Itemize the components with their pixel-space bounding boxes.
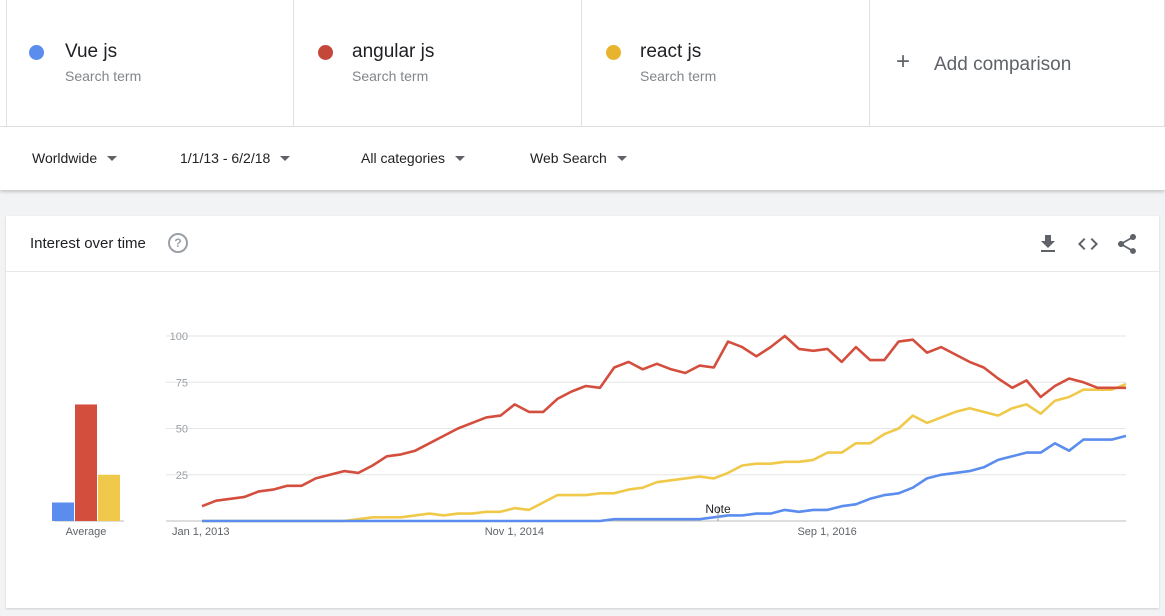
download-icon[interactable] [1036,232,1060,256]
x-tick-label: Sep 1, 2016 [797,526,856,538]
category-value: All categories [361,150,446,166]
region-value: Worldwide [32,150,98,166]
x-tick-label: Jan 1, 2013 [172,526,230,538]
y-tick-label: 50 [176,424,188,436]
share-icon[interactable] [1115,232,1139,256]
term-type: Search term [65,68,142,84]
filter-bar: Worldwide 1/1/13 - 6/2/18 All categories… [0,127,1165,190]
series-lines [201,334,1127,523]
caret-down-icon [616,156,627,161]
caret-down-icon [280,156,291,161]
caret-down-icon [107,156,118,161]
x-axis-ticks: Jan 1, 2013 Nov 1, 2014 Sep 1, 2016 [172,526,857,538]
add-comparison-label: Add comparison [934,54,1072,75]
series-color-dot [318,45,333,60]
series-color-dot [29,45,44,60]
card-header: Interest over time ? [6,216,1159,272]
y-tick-label: 75 [176,377,188,389]
help-icon[interactable]: ? [168,233,188,253]
caret-down-icon [455,156,466,161]
term-name: Vue js [65,41,118,62]
term-card-angular[interactable]: angular js Search term [293,0,581,127]
average-bar [75,404,97,521]
x-tick-label: Nov 1, 2014 [485,526,544,538]
term-type: Search term [352,68,429,84]
term-name: react js [640,41,702,62]
average-bar [52,502,74,521]
note-label: Note [705,502,731,516]
average-bar [98,474,120,521]
search-type-dropdown[interactable]: Web Search [530,150,627,166]
region-dropdown[interactable]: Worldwide [32,150,118,166]
y-axis-ticks: 25 50 75 100 [170,331,188,482]
term-card-vue[interactable]: Vue js Search term [6,0,293,127]
date-range-value: 1/1/13 - 6/2/18 [180,150,271,166]
series-line [201,334,1126,508]
term-name: angular js [352,41,435,62]
y-tick-label: 25 [176,470,188,482]
average-bars: Average [52,404,120,538]
search-type-value: Web Search [530,150,607,166]
note-annotation[interactable]: Note [705,502,731,521]
category-dropdown[interactable]: All categories [361,150,466,166]
term-card-react[interactable]: react js Search term [581,0,869,127]
series-color-dot [606,45,621,60]
embed-code-icon[interactable] [1076,232,1100,256]
plus-icon: + [896,48,911,75]
y-tick-label: 100 [170,331,188,343]
add-comparison-button[interactable]: + Add comparison [869,0,1165,126]
series-line [202,434,1127,523]
card-title: Interest over time [30,235,146,252]
average-label: Average [66,526,107,538]
comparison-bar: Vue js Search term angular js Search ter… [0,0,1165,127]
interest-over-time-card: Interest over time ? 25 50 75 100 Jan 1, 20… [6,216,1159,608]
series-line [202,382,1127,523]
date-range-dropdown[interactable]: 1/1/13 - 6/2/18 [180,150,291,166]
chart-gridlines [54,335,1126,522]
term-type: Search term [640,68,717,84]
interest-over-time-chart: 25 50 75 100 Jan 1, 2013 Nov 1, 2014 Sep 1, 2… [52,331,1127,538]
